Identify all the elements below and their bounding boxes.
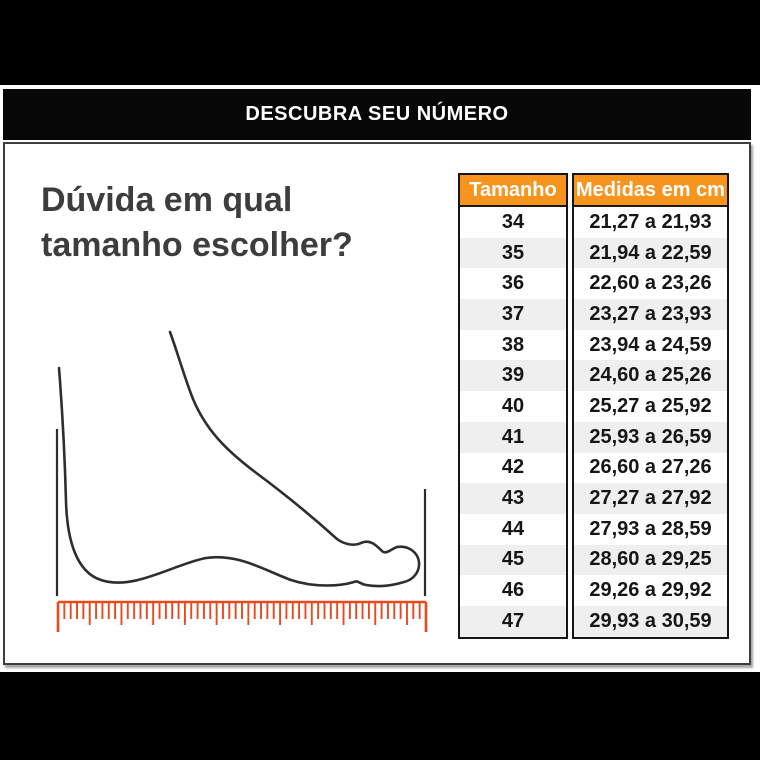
- question-line-2: tamanho escolher?: [41, 226, 353, 264]
- question-line-1: Dúvida em qual: [41, 181, 293, 219]
- size-cell: 34: [460, 207, 566, 238]
- size-cell: 47: [460, 605, 566, 637]
- size-cell: 36: [460, 268, 566, 300]
- size-cell: 42: [460, 452, 566, 484]
- measure-cell: 22,60 a 23,26: [574, 268, 727, 300]
- measure-cell: 25,93 a 26,59: [574, 421, 727, 453]
- question-heading: Dúvida em qual tamanho escolher?: [41, 178, 441, 268]
- size-column: Tamanho 34 35 36 37 38 39 40 41 42 43 44 45 46 47: [458, 173, 568, 639]
- size-cell: 43: [460, 483, 566, 514]
- measure-cell: 23,27 a 23,93: [574, 299, 727, 330]
- size-column-header: Tamanho: [460, 175, 566, 207]
- section-title: DESCUBRA SEU NÚMERO: [245, 103, 509, 125]
- size-cell: 39: [460, 360, 566, 392]
- measures-column: Medidas em cm 21,27 a 21,93 21,94 a 22,59…: [572, 173, 729, 639]
- measure-cell: 27,93 a 28,59: [574, 513, 727, 545]
- size-cell: 35: [460, 237, 566, 269]
- ruler-ticks: [56, 602, 428, 632]
- measure-cell: 24,60 a 25,26: [574, 360, 727, 392]
- foot-outline: [57, 330, 421, 588]
- measure-cell: 26,60 a 27,26: [574, 452, 727, 484]
- size-cell: 45: [460, 544, 566, 576]
- section-header: DESCUBRA SEU NÚMERO: [3, 89, 751, 140]
- measures-column-header: Medidas em cm: [574, 175, 727, 207]
- measure-cell: 29,26 a 29,92: [574, 575, 727, 606]
- foot-measurement-diagram: [55, 330, 428, 632]
- measure-cell: 23,94 a 24,59: [574, 329, 727, 361]
- measure-cell: 29,93 a 30,59: [574, 605, 727, 637]
- content-panel: Dúvida em qual tamanho escolher? Tamanho…: [3, 142, 751, 665]
- measure-cell: 21,27 a 21,93: [574, 207, 727, 238]
- measure-cell: 25,27 a 25,92: [574, 391, 727, 422]
- bottom-black-band: [0, 672, 760, 760]
- size-cell: 44: [460, 513, 566, 545]
- size-cell: 41: [460, 421, 566, 453]
- size-column-body: 34 35 36 37 38 39 40 41 42 43 44 45 46 47: [460, 207, 566, 637]
- measure-cell: 27,27 a 27,92: [574, 483, 727, 514]
- measures-column-body: 21,27 a 21,93 21,94 a 22,59 22,60 a 23,26 2…: [574, 207, 727, 637]
- measure-cell: 21,94 a 22,59: [574, 237, 727, 269]
- size-cell: 38: [460, 329, 566, 361]
- ruler: [56, 600, 428, 632]
- size-cell: 37: [460, 299, 566, 330]
- measure-cell: 28,60 a 29,25: [574, 544, 727, 576]
- size-cell: 40: [460, 391, 566, 422]
- size-cell: 46: [460, 575, 566, 606]
- size-table: Tamanho 34 35 36 37 38 39 40 41 42 43 44 45 46 47 Med…: [458, 173, 729, 639]
- top-black-band: [0, 0, 760, 85]
